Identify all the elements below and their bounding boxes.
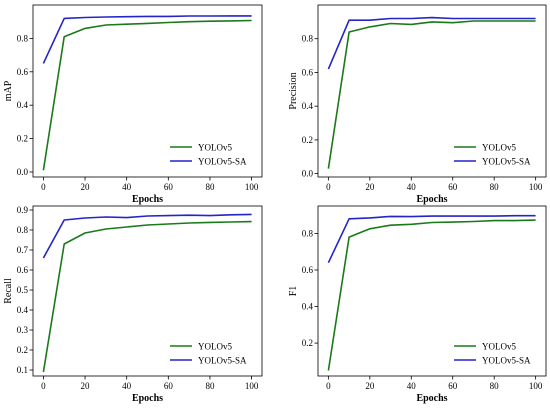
y-tick-label: 0.1	[17, 365, 28, 375]
legend: YOLOv5 YOLOv5-SA	[454, 342, 531, 366]
series-line-yolov5-sa	[327, 214, 536, 264]
x-tick-label: 0	[326, 182, 331, 192]
x-tick-label: 60	[448, 381, 458, 391]
y-tick-label: 0.4	[302, 302, 314, 312]
y-tick-label: 0.8	[17, 33, 29, 43]
x-tick-label: 20	[81, 381, 91, 391]
x-tick-label: 100	[529, 381, 543, 391]
x-tick-label: 20	[365, 182, 375, 192]
x-tick-label: 40	[407, 381, 417, 391]
legend: YOLOv5 YOLOv5-SA	[170, 342, 247, 366]
x-tick-label: 60	[164, 182, 174, 192]
y-tick-label: 0.6	[17, 265, 29, 275]
x-tick-label: 0	[326, 381, 331, 391]
x-tick-label: 40	[407, 182, 417, 192]
x-tick-label: 0	[41, 182, 46, 192]
series-line-yolov5-sa	[327, 16, 536, 70]
y-tick-label: 0.6	[302, 67, 314, 77]
x-tick-label: 80	[490, 381, 500, 391]
y-tick-label: 0.4	[17, 100, 29, 110]
y-tick-label: 0.4	[302, 101, 314, 111]
legend-label: YOLOv5	[482, 143, 516, 153]
y-tick-label: 0.6	[302, 265, 314, 275]
panel-precision: 0 20 40 60 80 100 0.0 0.2 0.4 0.6 0.8 Epochs Precisi…	[288, 4, 547, 205]
y-tick-label: 0.0	[17, 167, 29, 177]
x-tick-label: 100	[245, 182, 259, 192]
x-axis-label: Epochs	[132, 194, 163, 205]
y-tick-label: 0.2	[302, 135, 313, 145]
x-tick-label: 100	[245, 381, 259, 391]
plot-frame	[32, 4, 263, 178]
x-tick-label: 40	[122, 182, 132, 192]
y-tick-label: 0.8	[302, 228, 314, 238]
y-axis-label: Precision	[288, 72, 299, 109]
y-tick-label: 0.2	[302, 338, 313, 348]
y-tick-label: 0.2	[17, 345, 28, 355]
series-line-yolov5	[42, 220, 252, 373]
panel-f1: 0 20 40 60 80 1000.20.40.60.8EpochsF1YOLOv5YO…	[288, 205, 547, 404]
plot-frame	[317, 205, 547, 377]
x-tick-label: 60	[164, 381, 174, 391]
legend: YOLOv5 YOLOv5-SA	[454, 143, 531, 167]
legend-label: YOLOv5	[198, 342, 232, 352]
legend-label: YOLOv5-SA	[482, 157, 531, 167]
series-line-yolov5-sa	[42, 213, 252, 259]
x-axis-label: Epochs	[132, 393, 163, 404]
x-tick-label: 40	[122, 381, 132, 391]
legend-label: YOLOv5	[198, 143, 232, 153]
y-tick-label: 0.9	[17, 205, 29, 215]
y-tick-label: 0.0	[302, 169, 314, 179]
x-tick-label: 0	[41, 381, 46, 391]
x-tick-label: 80	[205, 182, 215, 192]
legend-label: YOLOv5-SA	[198, 157, 247, 167]
legend-label: YOLOv5	[482, 342, 516, 352]
y-tick-label: 0.6	[17, 67, 29, 77]
y-tick-label: 0.3	[17, 325, 29, 335]
y-tick-label: 0.7	[17, 245, 29, 255]
y-tick-label: 0.5	[17, 285, 29, 295]
plot-frame	[32, 205, 263, 377]
plot-frame	[317, 4, 547, 178]
y-tick-label: 0.4	[17, 305, 29, 315]
y-axis-label: Recall	[3, 278, 14, 304]
x-tick-label: 60	[448, 182, 458, 192]
legend-label: YOLOv5-SA	[198, 356, 247, 366]
legend: YOLOv5 YOLOv5-SA	[170, 143, 247, 167]
panel-map: 0 20 40 60 80 100 0.0 0.2 0.4 0.6 0.8 Epochs mAP YOLO…	[3, 4, 263, 205]
series-line-yolov5	[42, 19, 252, 171]
series-line-yolov5	[327, 219, 536, 371]
y-axis-label: mAP	[3, 80, 14, 101]
y-tick-label: 0.8	[17, 225, 29, 235]
x-tick-label: 80	[205, 381, 215, 391]
y-axis-label: F1	[288, 286, 299, 297]
x-tick-label: 100	[529, 182, 543, 192]
x-tick-label: 20	[365, 381, 375, 391]
x-axis-label: Epochs	[416, 393, 447, 404]
y-tick-label: 0.8	[302, 34, 314, 44]
legend-label: YOLOv5-SA	[482, 356, 531, 366]
x-axis-label: Epochs	[416, 194, 447, 205]
panel-recall: 0 20 40 60 80 100 0.1 0.2 0.3 0.4 0.5 0.6 0.7 0.8 0.9 E…	[3, 205, 263, 404]
series-line-yolov5-sa	[42, 15, 252, 64]
y-tick-label: 0.2	[17, 134, 28, 144]
x-tick-label: 80	[490, 182, 500, 192]
x-tick-label: 20	[81, 182, 91, 192]
series-line-yolov5	[327, 20, 536, 169]
